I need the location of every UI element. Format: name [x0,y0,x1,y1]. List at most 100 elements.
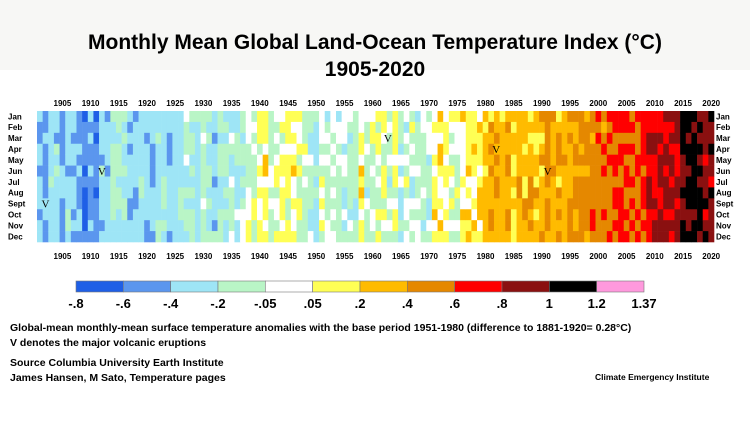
heatmap-cell [53,154,60,166]
heatmap-cell [161,187,168,199]
heatmap-cell [708,121,715,134]
heatmap-cell [330,143,337,155]
heatmap-cell [369,111,376,123]
heatmap-cell [234,198,241,210]
heatmap-cell [358,231,365,243]
heatmap-cell [465,198,472,210]
heatmap-cell [178,176,184,188]
x-tick-label-top: 1975 [448,99,466,108]
heatmap-cell [697,176,704,188]
heatmap-cell [522,111,529,123]
chart-title-years: 1905-2020 [324,58,426,81]
heatmap-cell [324,143,331,155]
heatmap-cell [527,220,534,232]
heatmap-cell [398,187,405,199]
heatmap-cell [132,209,139,221]
heatmap-cell [307,198,314,210]
heatmap-cell [364,132,371,145]
heatmap-cell [623,220,630,232]
y-month-label-right: Dec [716,232,731,241]
heatmap-cell [194,165,201,177]
heatmap-cell [589,220,596,232]
heatmap-cell [561,121,568,134]
heatmap-cell [499,231,506,243]
heatmap-cell [138,111,145,123]
heatmap-cell [115,143,122,155]
heatmap-cell [48,209,55,221]
heatmap-cell [572,176,579,188]
heatmap-cell [392,121,399,134]
heatmap-cell [522,187,529,199]
heatmap-cell [674,209,681,221]
heatmap-cell [155,231,162,243]
heatmap-cell [488,132,495,145]
heatmap-cell [409,187,416,199]
heatmap-cell [166,198,173,210]
heatmap-cell [302,111,309,123]
heatmap-cell [691,231,698,243]
y-month-label-right: Oct [716,211,730,220]
heatmap-cell [149,198,156,210]
heatmap-cell [313,198,320,210]
heatmap-cell [110,198,117,210]
heatmap-cell [539,143,546,155]
heatmap-cell [99,154,105,166]
heatmap-cell [319,198,326,210]
heatmap-cell [330,132,337,145]
heatmap-cell [48,198,55,210]
heatmap-cell [493,143,500,155]
heatmap-cell [685,231,692,243]
heatmap-cell [200,220,207,232]
heatmap-cell [488,154,495,166]
heatmap-cell [578,111,585,123]
heatmap-cell [640,198,647,210]
heatmap-cell [319,165,326,177]
heatmap-cell [127,165,134,177]
heatmap-cell [657,143,664,155]
heatmap-cell [53,143,60,155]
legend-tick-label: .8 [497,296,508,310]
heatmap-cell [685,154,692,166]
heatmap-cell [493,154,500,166]
heatmap-cell [82,143,89,155]
heatmap-cell [59,187,66,199]
heatmap-cell [37,187,43,199]
heatmap-cell [589,198,596,210]
heatmap-cell [138,143,145,155]
heatmap-cell [398,143,405,155]
heatmap-cell [420,154,427,166]
legend-tick-label: -.4 [163,296,179,310]
heatmap-cell [302,220,309,232]
y-month-label-left: Sept [8,200,26,209]
description-line-1: Global-mean monthly-mean surface tempera… [10,322,632,334]
legend-color-box [75,280,124,293]
heatmap-cell [516,143,523,155]
heatmap-cell [640,176,647,188]
heatmap-cell [251,154,258,166]
heatmap-cell [663,111,670,123]
heatmap-cell [550,143,557,155]
heatmap-cell [240,111,247,123]
heatmap-cell [606,198,613,210]
heatmap-cell [127,121,134,134]
heatmap-cell [273,209,280,221]
heatmap-cell [426,121,433,134]
heatmap-cell [685,132,692,145]
heatmap-cell [471,220,478,232]
heatmap-cell [302,121,309,134]
heatmap-cell [606,111,613,123]
heatmap-cell [279,198,286,210]
heatmap-cell [460,165,467,177]
heatmap-cell [369,132,376,145]
heatmap-cell [172,154,179,166]
heatmap-cell [651,132,658,145]
heatmap-cell [110,220,117,232]
heatmap-cell [42,187,49,199]
heatmap-cell [245,111,252,123]
heatmap-cell [460,111,467,123]
heatmap-cell [674,154,681,166]
heatmap-cell [572,198,579,210]
heatmap-cell [668,132,675,145]
heatmap-cell [691,154,698,166]
heatmap-cell [228,154,235,166]
